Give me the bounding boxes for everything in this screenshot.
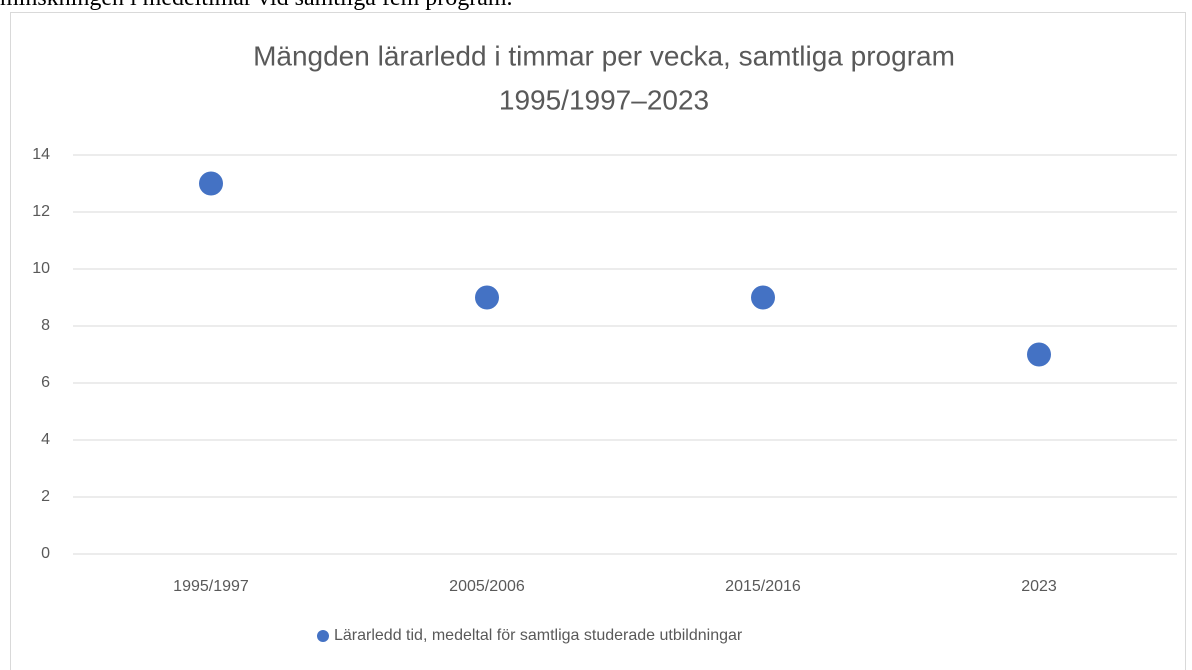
- y-tick-label: 8: [41, 317, 50, 334]
- marker: [475, 285, 499, 310]
- marker: [1027, 342, 1051, 367]
- chart-border: [10, 12, 1186, 670]
- y-tick-label: 14: [32, 146, 50, 163]
- chart-title: Mängden lärarledd i timmar per vecka, sa…: [253, 40, 955, 71]
- marker: [199, 171, 223, 196]
- y-tick-label: 6: [41, 374, 50, 391]
- x-tick-label: 2023: [1021, 578, 1057, 595]
- y-tick-label: 4: [41, 431, 50, 448]
- y-tick-label: 12: [32, 203, 50, 220]
- x-tick-label: 1995/1997: [173, 578, 249, 595]
- chart-title: 1995/1997–2023: [499, 84, 709, 115]
- y-tick-label: 10: [32, 260, 50, 277]
- legend-marker: [317, 630, 329, 642]
- x-tick-label: 2015/2016: [725, 578, 801, 595]
- marker: [751, 285, 775, 310]
- x-tick-label: 2005/2006: [449, 578, 525, 595]
- document-text: minskningen i medeltimar vid samtliga fe…: [0, 0, 513, 12]
- legend-label: Lärarledd tid, medeltal för samtliga stu…: [334, 627, 743, 644]
- y-tick-label: 2: [41, 488, 50, 505]
- y-tick-label: 0: [41, 545, 50, 562]
